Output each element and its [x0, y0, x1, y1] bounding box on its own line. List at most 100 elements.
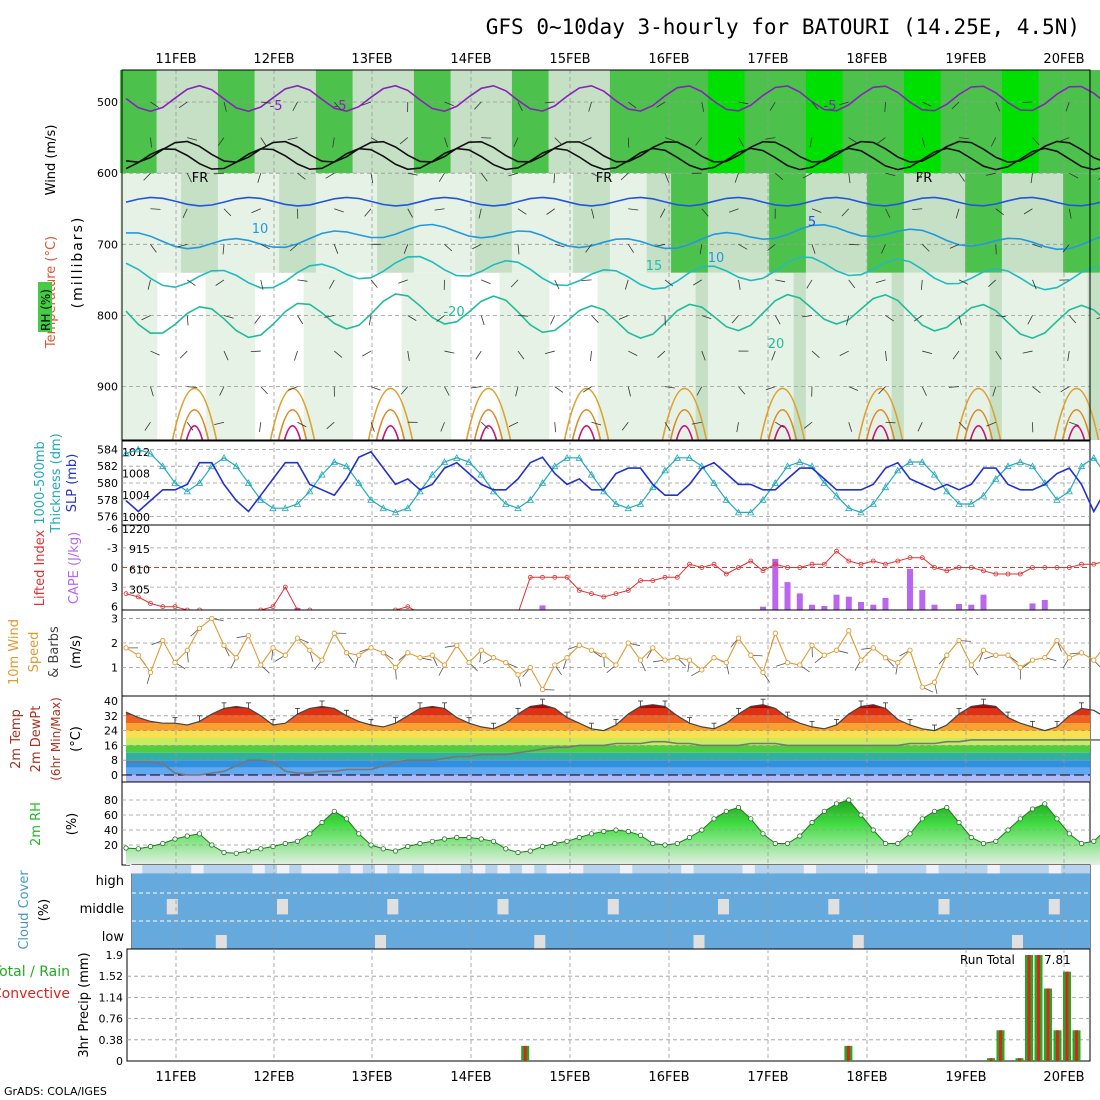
- rh-point: [184, 833, 190, 839]
- wind-barb: [438, 172, 445, 182]
- wind-speed-point: [307, 647, 313, 653]
- wind-barb: [590, 351, 592, 362]
- wind-barb: [1023, 208, 1033, 215]
- temp-contour-lobe: [969, 424, 988, 441]
- rh-shade-cell: [426, 272, 439, 440]
- cape-bar: [870, 604, 877, 610]
- li-point: [723, 571, 729, 577]
- rh-shade-cell: [340, 173, 354, 273]
- date-label-bottom: 20FEB: [1043, 1070, 1084, 1085]
- contour-label: 20: [768, 337, 785, 352]
- rh-point: [503, 846, 509, 852]
- slp-left-tick: 576: [97, 511, 118, 524]
- temp-contour-lobe: [773, 424, 792, 441]
- date-label-top: 19FEB: [945, 52, 986, 67]
- wind-barb: [481, 279, 491, 285]
- rh-shade-cell: [830, 70, 844, 174]
- wind-speed-point: [319, 657, 325, 663]
- date-label-top: 14FEB: [450, 52, 491, 67]
- date-label-bottom: 14FEB: [450, 1070, 491, 1085]
- wind-barb: [774, 315, 781, 325]
- wind-speed-point: [772, 630, 778, 636]
- rh-shade-cell: [230, 272, 243, 440]
- wind-barb: [992, 386, 997, 397]
- rh-shade-cell: [879, 173, 893, 273]
- rh-shade-cell: [279, 173, 292, 273]
- wind-speed-point: [809, 642, 815, 649]
- rh-point: [882, 840, 889, 847]
- rh-shade-cell: [1026, 173, 1040, 273]
- li-point: [748, 558, 754, 564]
- rh-shade-cell: [340, 272, 354, 440]
- wind-speed-point: [258, 662, 264, 668]
- li-point: [944, 568, 950, 574]
- li-point: [1091, 561, 1097, 567]
- temp-contour-lobe: [675, 424, 694, 441]
- wind10-label-b: Speed: [27, 632, 42, 673]
- rh-shade-cell: [1001, 173, 1015, 273]
- thickness-point: [122, 449, 130, 457]
- rh-point: [711, 816, 717, 822]
- rh-shade-cell: [291, 173, 305, 273]
- date-label-top: 15FEB: [549, 52, 590, 67]
- rh-point: [699, 827, 705, 833]
- rh-shade-cell: [340, 70, 354, 174]
- rh-shade-cell: [1063, 272, 1076, 440]
- wind-barb: [177, 243, 188, 248]
- rh-point: [454, 834, 460, 841]
- rh-shade-cell: [891, 173, 905, 273]
- wind-barb: [986, 421, 996, 427]
- wind-speed-point: [1042, 655, 1048, 661]
- wind-barb: [370, 422, 375, 432]
- rh-shade-cell: [989, 272, 1003, 440]
- rh-shade-cell: [707, 70, 721, 174]
- thickness-point: [600, 487, 608, 495]
- rh-area: [126, 800, 1100, 865]
- thickness-point: [257, 495, 265, 503]
- wind-barb: [546, 208, 555, 215]
- temp-band: [126, 738, 1090, 746]
- precip-bar-conv: [989, 1058, 993, 1061]
- wind-barb: [995, 208, 1004, 216]
- wind-barb: [875, 279, 886, 284]
- rh-point: [870, 827, 876, 833]
- date-label-bottom: 18FEB: [846, 1070, 887, 1085]
- thickness-point: [747, 508, 755, 516]
- wind-barb: [839, 101, 849, 106]
- upper-rh-shading: [119, 70, 1100, 440]
- wind-barb: [260, 279, 264, 290]
- wind-barb: [848, 243, 859, 246]
- wind-speed-point: [515, 672, 521, 678]
- rh-point: [723, 808, 729, 814]
- contour-label: -5: [334, 99, 347, 114]
- rh-point: [515, 849, 521, 856]
- precip-panel: 1.9 1.52 1.14 0.76 0.38 0 Total / Rain Convec…: [0, 948, 1091, 1068]
- rh-shade-cell: [928, 272, 942, 440]
- wind-speed-point: [576, 642, 582, 649]
- wind-speed-point: [895, 659, 901, 666]
- wind-barb: [554, 386, 564, 393]
- wind-barb: [885, 208, 891, 218]
- li-point: [907, 555, 913, 561]
- wind-barb: [738, 386, 746, 395]
- rh-shade-cell: [609, 173, 623, 273]
- rh-shade-cell: [1001, 272, 1015, 440]
- precip-run-total-label: Run Total: [960, 953, 1015, 967]
- li-point: [1017, 571, 1023, 577]
- rh-point: [221, 849, 227, 856]
- wind-barb: [223, 350, 229, 361]
- li-tick: -3: [107, 542, 118, 555]
- wind-barb: [655, 243, 666, 247]
- wind-barb: [738, 101, 749, 105]
- date-label-bottom: 15FEB: [549, 1070, 590, 1085]
- contour-label: 10: [252, 222, 269, 237]
- wind-barb: [692, 279, 702, 286]
- rh-shade-cell: [352, 70, 366, 174]
- rh-point: [686, 834, 693, 841]
- wind-barb: [628, 208, 639, 211]
- wind-speed-point: [980, 647, 987, 653]
- rh-point: [846, 797, 852, 803]
- temp-band: [126, 730, 1090, 738]
- rh-point: [1042, 801, 1048, 807]
